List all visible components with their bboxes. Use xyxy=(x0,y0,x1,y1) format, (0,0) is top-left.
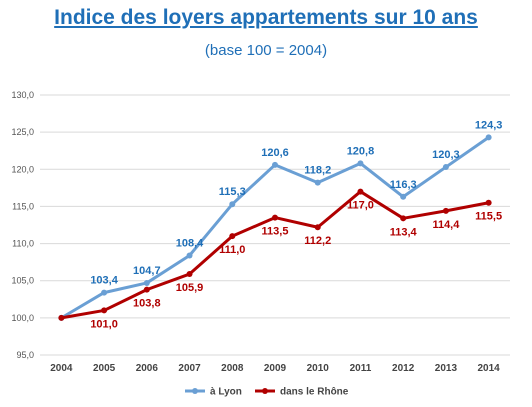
data-point xyxy=(442,164,449,171)
x-tick-label: 2009 xyxy=(264,363,287,374)
data-point xyxy=(357,188,364,195)
legend-marker xyxy=(262,388,268,394)
data-label: 108,4 xyxy=(176,237,204,249)
data-point xyxy=(272,214,278,221)
data-label: 120,3 xyxy=(432,149,460,161)
x-tick-label: 2010 xyxy=(307,363,330,374)
data-point xyxy=(58,314,65,321)
data-point xyxy=(314,224,321,231)
data-point xyxy=(229,201,236,208)
data-label: 113,4 xyxy=(390,226,418,238)
data-point xyxy=(143,279,150,286)
series-lines xyxy=(58,134,492,321)
legend-label: à Lyon xyxy=(210,387,242,398)
x-tick-label: 2011 xyxy=(350,363,372,374)
data-point xyxy=(400,193,407,200)
x-tick-label: 2012 xyxy=(392,363,415,374)
y-tick-label: 120,0 xyxy=(11,164,34,174)
x-tick-label: 2014 xyxy=(478,363,501,374)
x-tick-label: 2008 xyxy=(221,363,244,374)
data-label: 112,2 xyxy=(304,235,331,247)
y-tick-label: 95,0 xyxy=(16,350,34,360)
y-tick-label: 115,0 xyxy=(12,201,34,211)
y-tick-label: 125,0 xyxy=(11,127,34,137)
legend-label: dans le Rhône xyxy=(280,387,349,398)
data-point xyxy=(485,199,492,206)
data-point xyxy=(143,286,150,293)
data-label: 117,0 xyxy=(347,200,374,212)
data-label: 113,5 xyxy=(262,226,289,238)
data-label: 105,9 xyxy=(176,282,204,294)
y-tick-label: 100,0 xyxy=(11,313,34,323)
data-label: 116,3 xyxy=(390,179,417,191)
data-point xyxy=(485,134,492,141)
data-label: 104,7 xyxy=(133,265,161,277)
x-tick-label: 2007 xyxy=(178,363,201,374)
x-tick-label: 2004 xyxy=(50,363,73,374)
data-label: 103,4 xyxy=(90,275,118,287)
data-point xyxy=(186,252,193,259)
data-label: 115,3 xyxy=(219,186,246,198)
y-tick-label: 110,0 xyxy=(12,239,34,249)
data-point xyxy=(101,289,108,296)
data-point xyxy=(314,179,321,186)
data-point xyxy=(357,160,364,167)
data-label: 120,8 xyxy=(347,145,375,157)
x-tick-label: 2013 xyxy=(435,363,458,374)
legend-marker xyxy=(192,388,198,394)
chart-title: Indice des loyers appartements sur 10 an… xyxy=(54,6,478,29)
y-tick-label: 130,0 xyxy=(11,90,34,100)
data-label: 101,0 xyxy=(90,318,118,330)
data-labels: 103,4 104,7 108,4 115,3 120,6 118,2 120,8 116,3… xyxy=(90,119,502,330)
y-axis-ticks: 95,0 100,0 105,0 110,0 115,0 120,0 125,0 130,0 xyxy=(11,90,34,360)
data-label: 114,4 xyxy=(432,219,460,231)
data-label: 118,2 xyxy=(304,165,331,177)
data-point xyxy=(101,307,108,314)
data-point xyxy=(186,271,193,278)
chart-subtitle: (base 100 = 2004) xyxy=(204,42,328,59)
x-tick-label: 2005 xyxy=(93,363,116,374)
y-tick-label: 105,0 xyxy=(11,276,34,286)
data-label: 103,8 xyxy=(133,298,161,310)
data-point xyxy=(400,215,407,222)
series-line-1 xyxy=(61,190,489,320)
x-tick-label: 2006 xyxy=(136,363,159,374)
data-label: 115,5 xyxy=(475,211,502,223)
data-point xyxy=(442,207,449,214)
data-point xyxy=(272,161,278,168)
x-axis-ticks: 2004 2005 2006 2007 2008 2009 2010 2011 2012 2013… xyxy=(50,363,500,374)
data-point xyxy=(229,233,236,240)
legend: à Lyon dans le Rhône xyxy=(185,387,349,398)
data-label: 120,6 xyxy=(261,147,289,159)
data-label: 124,3 xyxy=(475,119,503,131)
grid-lines xyxy=(40,94,510,356)
data-label: 111,0 xyxy=(219,244,245,256)
